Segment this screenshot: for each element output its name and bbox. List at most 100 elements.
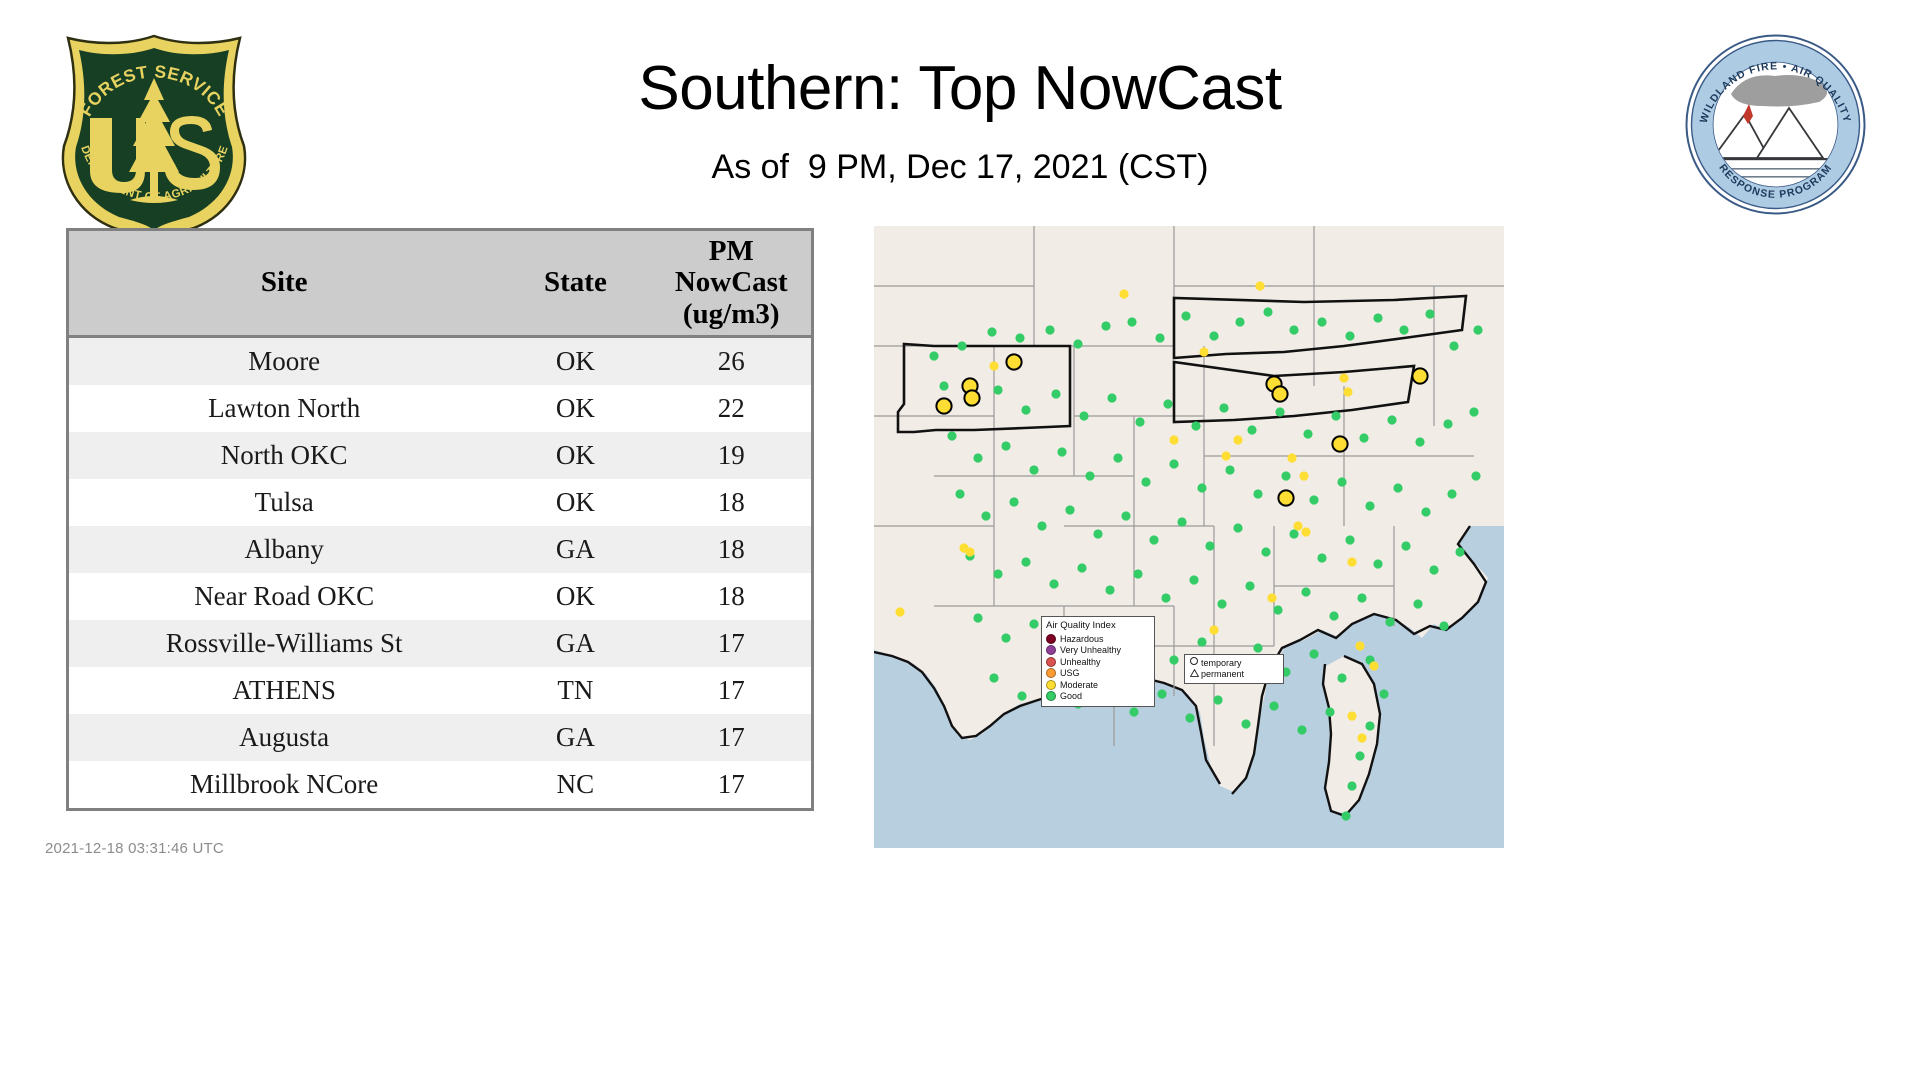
good-aqi-marker[interactable] [1347,781,1357,791]
good-aqi-marker[interactable] [1241,719,1251,729]
good-aqi-marker[interactable] [1205,541,1215,551]
good-aqi-marker[interactable] [1387,415,1397,425]
good-aqi-marker[interactable] [1213,695,1223,705]
top-site-marker[interactable] [1331,435,1349,453]
good-aqi-marker[interactable] [947,431,957,441]
moderate-aqi-marker[interactable] [1119,289,1129,299]
good-aqi-marker[interactable] [1135,417,1145,427]
good-aqi-marker[interactable] [1289,529,1299,539]
good-aqi-marker[interactable] [1209,331,1219,341]
good-aqi-marker[interactable] [1045,325,1055,335]
good-aqi-marker[interactable] [1447,489,1457,499]
good-aqi-marker[interactable] [1269,701,1279,711]
good-aqi-marker[interactable] [1401,541,1411,551]
good-aqi-marker[interactable] [1345,331,1355,341]
good-aqi-marker[interactable] [1303,429,1313,439]
good-aqi-marker[interactable] [1331,411,1341,421]
good-aqi-marker[interactable] [1021,557,1031,567]
moderate-aqi-marker[interactable] [895,607,905,617]
good-aqi-marker[interactable] [1127,317,1137,327]
good-aqi-marker[interactable] [1161,593,1171,603]
good-aqi-marker[interactable] [1057,447,1067,457]
good-aqi-marker[interactable] [1001,441,1011,451]
good-aqi-marker[interactable] [1107,393,1117,403]
good-aqi-marker[interactable] [1329,611,1339,621]
good-aqi-marker[interactable] [993,569,1003,579]
top-site-markers[interactable] [935,353,1429,507]
good-aqi-marker[interactable] [1373,559,1383,569]
moderate-aqi-marker[interactable] [1299,471,1309,481]
good-aqi-marker[interactable] [1093,529,1103,539]
good-aqi-marker[interactable] [1101,321,1111,331]
good-aqi-marker[interactable] [973,613,983,623]
good-aqi-marker[interactable] [1325,707,1335,717]
good-aqi-marker[interactable] [1429,565,1439,575]
good-aqi-marker[interactable] [1365,721,1375,731]
good-aqi-marker[interactable] [1163,399,1173,409]
good-aqi-marker[interactable] [1029,465,1039,475]
good-aqi-marker[interactable] [1017,691,1027,701]
top-site-marker[interactable] [1271,385,1289,403]
good-aqi-marker[interactable] [973,453,983,463]
moderate-aqi-marker[interactable] [965,547,975,557]
good-aqi-marker[interactable] [1317,553,1327,563]
good-aqi-marker[interactable] [1105,585,1115,595]
map-canvas[interactable] [874,226,1504,848]
moderate-aqi-marker[interactable] [1267,593,1277,603]
good-aqi-marker[interactable] [1365,501,1375,511]
moderate-aqi-marker[interactable] [1343,387,1353,397]
good-aqi-marker[interactable] [1141,477,1151,487]
good-aqi-marker[interactable] [1235,317,1245,327]
good-aqi-marker[interactable] [1001,633,1011,643]
moderate-aqi-marker[interactable] [1339,373,1349,383]
top-site-marker[interactable] [1277,489,1295,507]
good-aqi-marker[interactable] [1245,581,1255,591]
good-aqi-marker[interactable] [1155,333,1165,343]
moderate-aqi-marker[interactable] [1209,625,1219,635]
good-aqi-marker[interactable] [1169,655,1179,665]
good-aqi-marker[interactable] [1337,477,1347,487]
good-aqi-marker[interactable] [1263,307,1273,317]
top-site-marker[interactable] [1005,353,1023,371]
moderate-aqi-marker[interactable] [1169,435,1179,445]
good-aqi-marker[interactable] [1393,483,1403,493]
good-aqi-marker[interactable] [1309,495,1319,505]
good-aqi-marker[interactable] [1345,535,1355,545]
moderate-aqi-marker[interactable] [1347,557,1357,567]
moderate-aqi-marker[interactable] [1347,711,1357,721]
good-aqi-marker[interactable] [1399,325,1409,335]
good-aqi-marker[interactable] [1073,339,1083,349]
good-aqi-marker[interactable] [1015,333,1025,343]
good-aqi-marker[interactable] [1473,325,1483,335]
good-aqi-marker[interactable] [993,385,1003,395]
good-aqi-marker[interactable] [1169,459,1179,469]
good-aqi-marker[interactable] [1275,407,1285,417]
good-aqi-marker[interactable] [1297,725,1307,735]
moderate-aqi-marker[interactable] [1255,281,1265,291]
top-site-marker[interactable] [935,397,953,415]
good-aqi-marker[interactable] [1149,535,1159,545]
good-aqi-marker[interactable] [1197,637,1207,647]
moderate-aqi-marker[interactable] [1233,435,1243,445]
top-site-marker[interactable] [1411,367,1429,385]
good-aqi-marker[interactable] [981,511,991,521]
good-aqi-marker[interactable] [1281,471,1291,481]
good-aqi-marker[interactable] [1309,649,1319,659]
good-aqi-marker[interactable] [1301,587,1311,597]
good-aqi-marker[interactable] [1085,471,1095,481]
moderate-aqi-marker[interactable] [1301,527,1311,537]
good-aqi-marker[interactable] [1385,617,1395,627]
good-aqi-marker[interactable] [989,673,999,683]
good-aqi-marker[interactable] [957,341,967,351]
good-aqi-marker[interactable] [1051,389,1061,399]
good-aqi-marker[interactable] [1341,811,1351,821]
good-aqi-marker[interactable] [1443,419,1453,429]
good-aqi-marker[interactable] [1113,453,1123,463]
good-aqi-marker[interactable] [1197,483,1207,493]
good-aqi-marker[interactable] [987,327,997,337]
good-aqi-marker[interactable] [1471,471,1481,481]
top-site-marker[interactable] [963,389,981,407]
good-aqi-marker[interactable] [955,489,965,499]
good-aqi-marker[interactable] [1225,465,1235,475]
good-aqi-marker[interactable] [929,351,939,361]
